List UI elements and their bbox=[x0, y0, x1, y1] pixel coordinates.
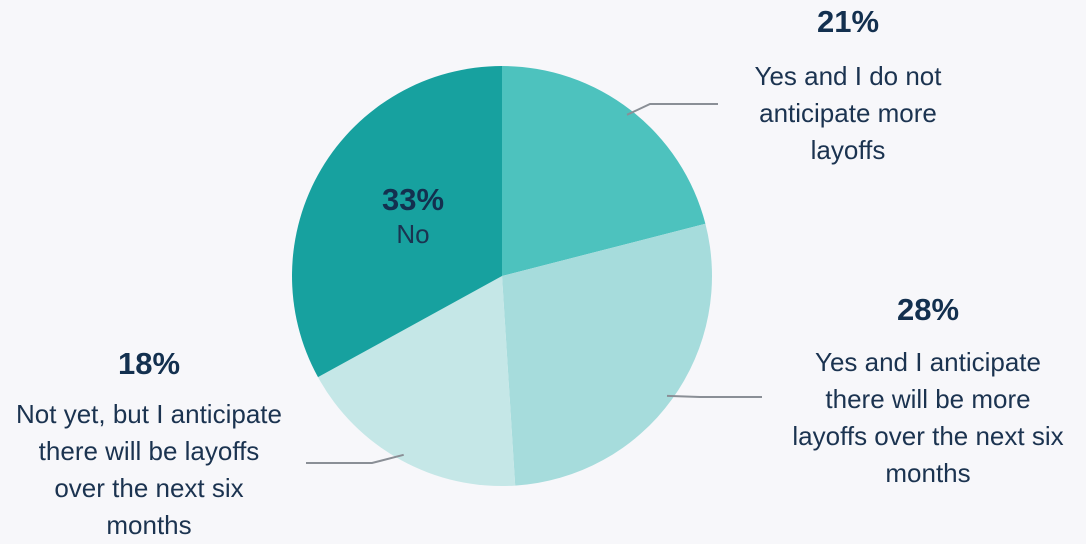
slice-3-percent: 33% bbox=[381, 182, 445, 217]
slice-0-percent: 21% bbox=[816, 4, 880, 39]
pie-slice-2 bbox=[317, 276, 516, 487]
slice-3-label: No bbox=[396, 219, 430, 249]
label-slice-2: 18% Not yet, but I anticipate there will… bbox=[14, 346, 284, 544]
label-slice-0: 21% Yes and I do not anticipate more lay… bbox=[718, 4, 978, 169]
pie-slice-0 bbox=[502, 66, 706, 276]
slice-2-percent: 18% bbox=[117, 346, 181, 381]
leader-line-2 bbox=[306, 453, 404, 464]
slice-2-label: Not yet, but I anticipate there will be … bbox=[16, 399, 282, 540]
leader-line-0 bbox=[626, 103, 718, 116]
slice-0-label: Yes and I do not anticipate more layoffs bbox=[754, 61, 942, 165]
slice-1-label: Yes and I anticipate there will be more … bbox=[792, 347, 1064, 488]
pie-slice-1 bbox=[502, 223, 712, 486]
label-slice-3: 33% No bbox=[333, 182, 493, 250]
leader-line-1 bbox=[666, 394, 762, 398]
slice-1-percent: 28% bbox=[896, 292, 960, 327]
label-slice-1: 28% Yes and I anticipate there will be m… bbox=[790, 292, 1066, 492]
pie-slice-3 bbox=[292, 66, 502, 378]
